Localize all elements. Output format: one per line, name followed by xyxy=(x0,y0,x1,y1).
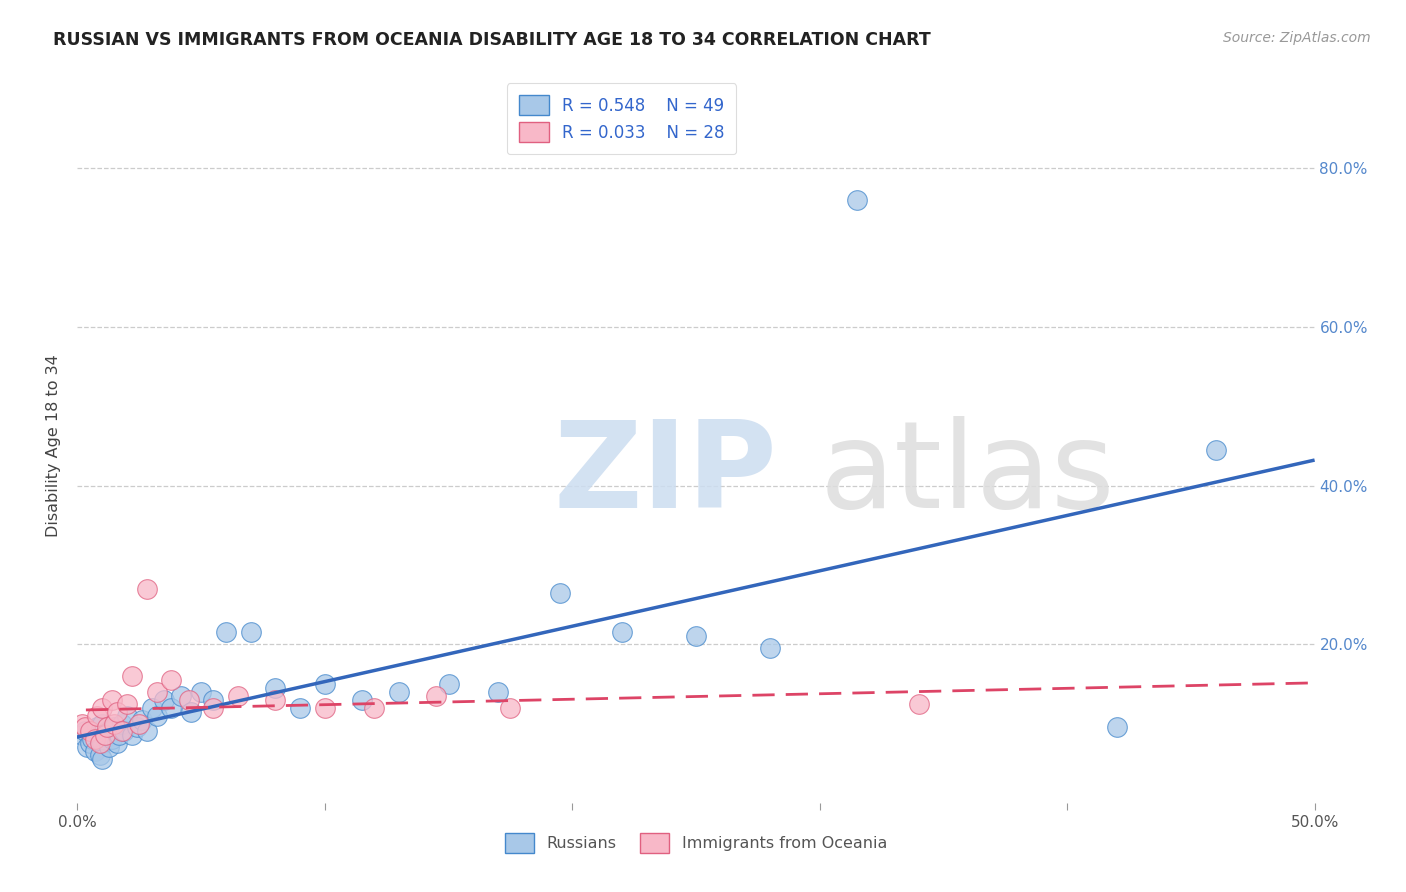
Point xyxy=(425,689,447,703)
Point xyxy=(121,728,143,742)
Point xyxy=(1205,442,1227,457)
Point xyxy=(89,736,111,750)
Point xyxy=(288,700,311,714)
Point xyxy=(1105,721,1128,735)
Point xyxy=(115,697,138,711)
Point xyxy=(145,708,167,723)
Point xyxy=(759,641,782,656)
Point xyxy=(264,692,287,706)
Text: ZIP: ZIP xyxy=(554,416,778,533)
Point xyxy=(93,728,115,742)
Point xyxy=(83,744,105,758)
Point xyxy=(96,721,118,735)
Point xyxy=(499,700,522,714)
Point xyxy=(153,692,176,706)
Point xyxy=(131,713,153,727)
Point xyxy=(264,681,287,695)
Point xyxy=(121,669,143,683)
Point xyxy=(101,732,124,747)
Point xyxy=(845,193,868,207)
Point xyxy=(86,708,108,723)
Point xyxy=(486,685,509,699)
Point xyxy=(190,685,212,699)
Point xyxy=(145,685,167,699)
Y-axis label: Disability Age 18 to 34: Disability Age 18 to 34 xyxy=(46,355,62,537)
Point xyxy=(73,721,96,735)
Point xyxy=(108,728,131,742)
Point xyxy=(141,700,163,714)
Point xyxy=(103,721,125,735)
Point xyxy=(388,685,411,699)
Point xyxy=(135,582,157,596)
Point xyxy=(105,705,128,719)
Point xyxy=(128,716,150,731)
Point xyxy=(79,736,101,750)
Point xyxy=(202,700,225,714)
Point xyxy=(83,732,105,747)
Point xyxy=(79,724,101,739)
Point xyxy=(160,700,183,714)
Point xyxy=(103,716,125,731)
Point xyxy=(135,724,157,739)
Text: RUSSIAN VS IMMIGRANTS FROM OCEANIA DISABILITY AGE 18 TO 34 CORRELATION CHART: RUSSIAN VS IMMIGRANTS FROM OCEANIA DISAB… xyxy=(53,31,931,49)
Point xyxy=(548,585,571,599)
Point xyxy=(111,724,134,739)
Point xyxy=(177,692,200,706)
Point xyxy=(685,629,707,643)
Point xyxy=(96,724,118,739)
Point xyxy=(86,721,108,735)
Point xyxy=(72,728,94,742)
Point xyxy=(76,740,98,755)
Point xyxy=(170,689,193,703)
Point xyxy=(215,625,238,640)
Point xyxy=(82,732,104,747)
Point xyxy=(98,740,121,755)
Point xyxy=(907,697,929,711)
Text: atlas: atlas xyxy=(820,416,1115,533)
Text: Source: ZipAtlas.com: Source: ZipAtlas.com xyxy=(1223,31,1371,45)
Point xyxy=(363,700,385,714)
Point xyxy=(115,708,138,723)
Point xyxy=(160,673,183,687)
Point xyxy=(101,692,124,706)
Point xyxy=(350,692,373,706)
Point xyxy=(437,677,460,691)
Legend: Russians, Immigrants from Oceania: Russians, Immigrants from Oceania xyxy=(498,827,894,859)
Point xyxy=(72,716,94,731)
Point xyxy=(180,705,202,719)
Point xyxy=(91,736,114,750)
Point xyxy=(91,716,114,731)
Point xyxy=(111,716,134,731)
Point xyxy=(610,625,633,640)
Point xyxy=(105,736,128,750)
Point xyxy=(93,728,115,742)
Point xyxy=(202,692,225,706)
Point xyxy=(89,748,111,763)
Point xyxy=(125,721,148,735)
Point xyxy=(112,724,135,739)
Point xyxy=(91,752,114,766)
Point xyxy=(314,677,336,691)
Point xyxy=(226,689,249,703)
Point xyxy=(239,625,262,640)
Point xyxy=(73,724,96,739)
Point xyxy=(91,700,114,714)
Point xyxy=(314,700,336,714)
